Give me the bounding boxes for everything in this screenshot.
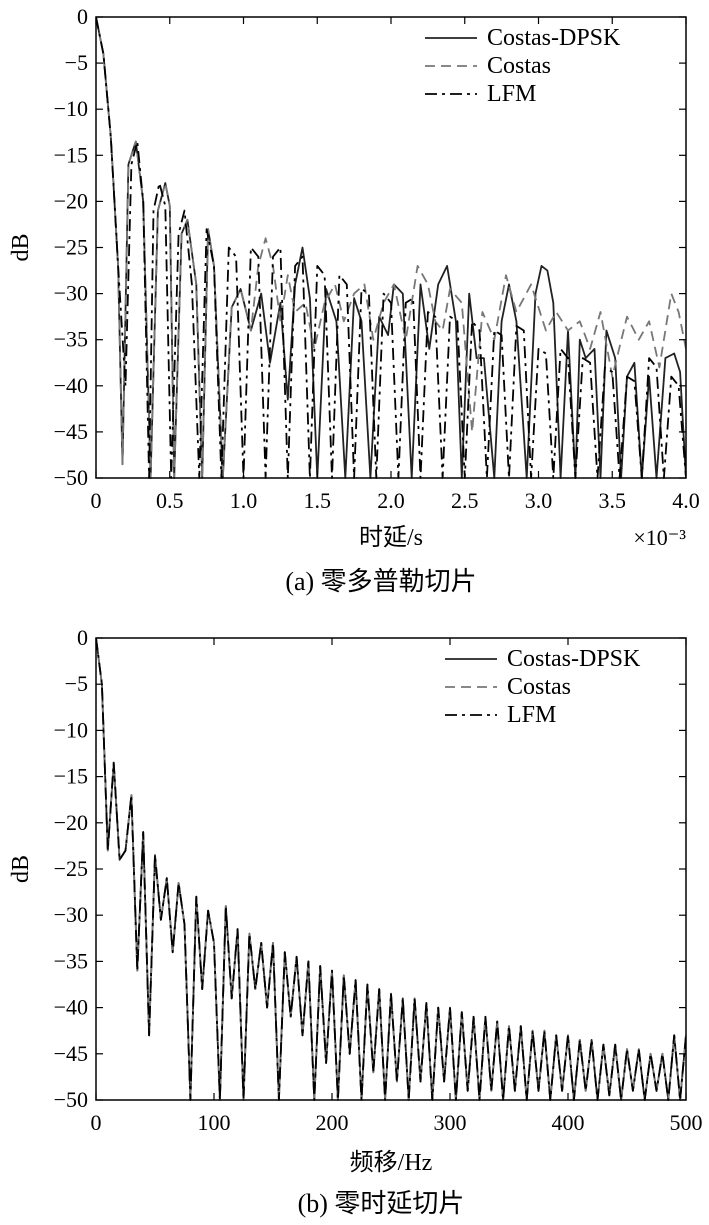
- y-tick-label: −30: [54, 902, 88, 927]
- legend-label: Costas-DPSK: [507, 646, 641, 672]
- x-tick-label: 4.0: [672, 488, 700, 513]
- series-line-lfm: [96, 637, 686, 1101]
- y-tick-label: −50: [54, 1087, 88, 1112]
- y-tick-label: −50: [54, 465, 88, 490]
- chart-zero-delay: 0−5−10−15−20−25−30−35−40−45−500 100 200 300…: [8, 625, 703, 1218]
- series-line-lfm: [96, 16, 686, 479]
- y-tick-label: −40: [54, 995, 88, 1020]
- x-tick-label: 100: [198, 1110, 231, 1135]
- y-tick-label: −45: [54, 419, 88, 444]
- series-line-costas: [96, 16, 686, 479]
- x-axis-label: 频移/Hz: [350, 1149, 433, 1176]
- legend-label: Costas-DPSK: [487, 25, 621, 51]
- figure-caption: (a) 零多普勒切片: [285, 567, 476, 596]
- x-tick-label: 0.5: [156, 488, 184, 513]
- y-tick-label: −35: [54, 327, 88, 352]
- y-tick-label: −15: [54, 142, 88, 167]
- y-axis-label: dB: [8, 855, 34, 883]
- y-tick-label: −20: [54, 188, 88, 213]
- y-tick-label: −25: [54, 235, 88, 260]
- y-tick-label: −40: [54, 373, 88, 398]
- series-line-costas: [96, 637, 686, 1101]
- x-tick-label: 2.0: [377, 488, 405, 513]
- y-tick-label: −20: [54, 810, 88, 835]
- x-tick-label: 1.5: [304, 488, 332, 513]
- chart-zero-doppler: 0−5−10−15−20−25−30−35−40−45−500 0.5 1.0 1.5…: [8, 4, 700, 596]
- x-tick-label: 200: [316, 1110, 349, 1135]
- series-line-costas-dpsk: [96, 16, 686, 479]
- legend-label: LFM: [487, 81, 536, 107]
- legend-label: Costas: [487, 53, 551, 79]
- y-tick-label: 0: [77, 625, 88, 650]
- plot-area: [96, 637, 686, 1101]
- x-tick-label: 3.5: [599, 488, 627, 513]
- figure-caption: (b) 零时延切片: [298, 1189, 465, 1218]
- y-tick-label: −15: [54, 764, 88, 789]
- y-tick-label: −5: [65, 50, 88, 75]
- y-tick-label: −45: [54, 1041, 88, 1066]
- y-tick-label: −5: [65, 671, 88, 696]
- x-tick-label: 0: [91, 488, 102, 513]
- plot-area: [96, 16, 686, 479]
- x-tick-label: 2.5: [451, 488, 479, 513]
- x-tick-label: 500: [670, 1110, 703, 1135]
- y-tick-label: −10: [54, 717, 88, 742]
- x-multiplier-label: ×10⁻³: [633, 525, 686, 550]
- y-tick-label: −30: [54, 281, 88, 306]
- y-tick-label: −25: [54, 856, 88, 881]
- legend-label: LFM: [507, 702, 556, 728]
- x-axis-label: 时延/s: [359, 524, 423, 551]
- x-tick-label: 3.0: [525, 488, 553, 513]
- x-tick-label: 0: [91, 1110, 102, 1135]
- y-tick-label: −10: [54, 96, 88, 121]
- axes-frame: [95, 637, 687, 1101]
- y-tick-label: 0: [77, 4, 88, 29]
- x-tick-label: 1.0: [230, 488, 258, 513]
- legend-label: Costas: [507, 674, 571, 700]
- y-axis-label: dB: [8, 233, 34, 261]
- y-tick-label: −35: [54, 948, 88, 973]
- x-tick-label: 300: [434, 1110, 467, 1135]
- series-line-costas-dpsk: [96, 637, 686, 1101]
- x-tick-label: 400: [552, 1110, 585, 1135]
